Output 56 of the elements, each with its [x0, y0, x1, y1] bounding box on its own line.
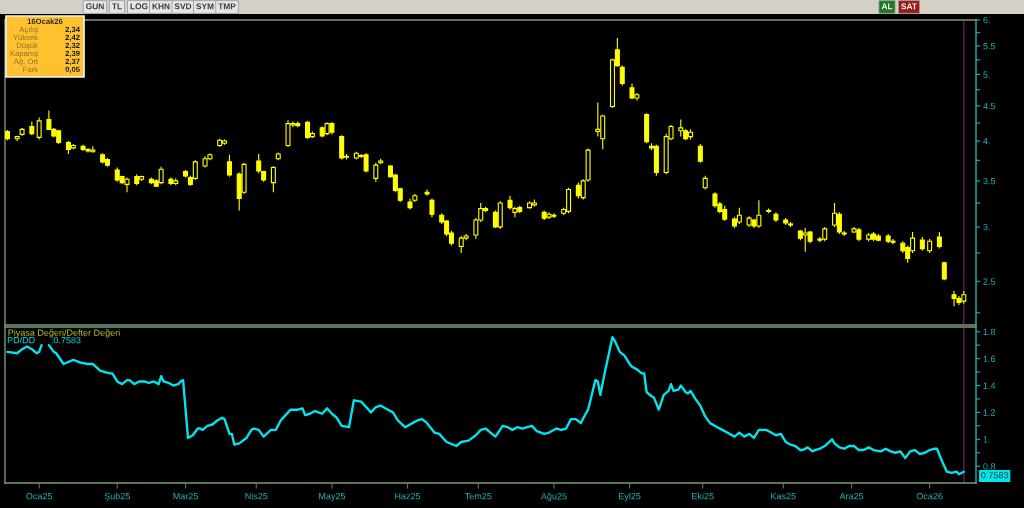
candlestick	[285, 119, 291, 148]
y-tick-label: 3.	[983, 223, 990, 231]
candlestick	[697, 143, 703, 164]
candlestick	[256, 153, 262, 174]
y-tick-label: 1.	[983, 436, 990, 443]
candlestick	[890, 238, 896, 245]
candlestick	[497, 200, 503, 230]
x-tick-label: Eyl25	[619, 492, 641, 502]
x-tick-label: Şub25	[104, 492, 130, 502]
x-tick-label: Ağu25	[540, 492, 567, 502]
candlestick	[429, 197, 435, 218]
text: AL	[881, 3, 893, 10]
y-tick-label: 4.5	[983, 102, 996, 110]
x-tick-label: Kas25	[771, 492, 796, 500]
text: TL	[112, 3, 122, 10]
candlestick	[124, 176, 130, 193]
y-tick-label: 1.4	[983, 382, 996, 389]
y-tick-label: 3.5	[983, 177, 996, 185]
series-label: PD/DD	[7, 336, 35, 344]
y-tick-label: 0.8	[983, 463, 996, 470]
x-tick-label: Mar25	[173, 492, 198, 500]
text: LOG	[130, 3, 148, 10]
candlestick	[595, 102, 601, 138]
text: SVD	[174, 3, 192, 10]
y-tick-label: 1.6	[983, 355, 996, 362]
x-tick-label: Oca26	[916, 492, 943, 500]
candlestick	[339, 134, 345, 161]
text: GUN	[86, 3, 104, 10]
candlestick	[192, 159, 198, 181]
y-tick-label: 5.	[983, 71, 990, 78]
y-tick-label: 2.5	[983, 278, 996, 285]
candlestick	[270, 165, 276, 193]
x-tick-label: Haz25	[395, 492, 421, 500]
y-tick-label: 1.2	[983, 409, 996, 416]
y-tick-label: 5.5	[983, 43, 996, 50]
text: SAT	[901, 3, 917, 10]
x-tick-label: Oca25	[26, 492, 53, 500]
candlestick	[36, 116, 42, 141]
x-tick-label: Nis25	[245, 492, 268, 500]
candlestick	[619, 65, 625, 86]
x-tick-label: Ara25	[839, 492, 864, 500]
x-tick-label: May25	[319, 492, 346, 502]
candlestick	[363, 152, 369, 174]
candlestick	[373, 162, 379, 183]
chart-title: Piyasa Değeri/Defter Değeri	[8, 329, 120, 338]
annotation: 0.7583	[981, 472, 1009, 479]
text: KHN	[152, 3, 170, 10]
text: SYM	[196, 3, 214, 10]
x-tick-label: Tem25	[464, 492, 492, 500]
text: TMP	[218, 3, 236, 10]
x-tick-label: Eki25	[692, 492, 714, 500]
y-tick-label: 4.	[983, 138, 990, 145]
annotation: :0.7583	[51, 336, 81, 344]
candlestick	[226, 154, 232, 178]
y-tick-label: 6.	[983, 16, 990, 24]
y-tick-label: 1.8	[983, 328, 996, 336]
